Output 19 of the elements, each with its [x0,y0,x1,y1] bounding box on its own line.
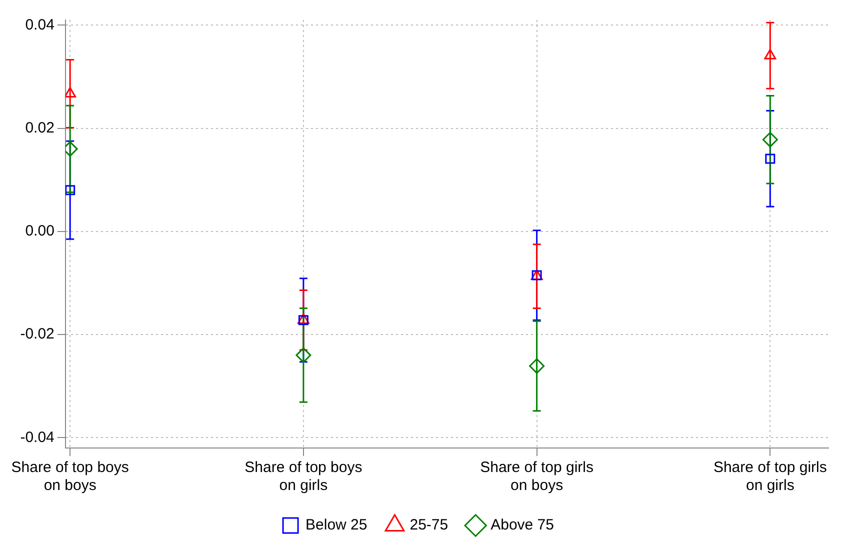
x-tick-label: Share of top girls on boys [480,459,594,494]
x-tick-label: Share of top boys on girls [244,459,362,494]
y-tick-label: -0.02 [20,326,54,343]
point [764,48,776,60]
y-tick-label: 0.02 [25,119,54,136]
y-tick-label: -0.04 [20,428,54,446]
y-tick-label: 0.00 [25,222,54,240]
x-tick-label: Share of top boys on boys [11,459,129,494]
legend-label: Above 75 [490,516,554,534]
point [296,347,312,363]
point [65,86,76,98]
point [762,132,778,148]
legend-label: Below 25 [306,516,368,534]
point [529,358,545,374]
point [65,185,76,196]
point [765,154,776,164]
x-tick-label: Share of top girls on girls [713,459,827,494]
y-tick-label: 0.04 [25,16,54,34]
legend-label: 25-75 [410,516,448,534]
